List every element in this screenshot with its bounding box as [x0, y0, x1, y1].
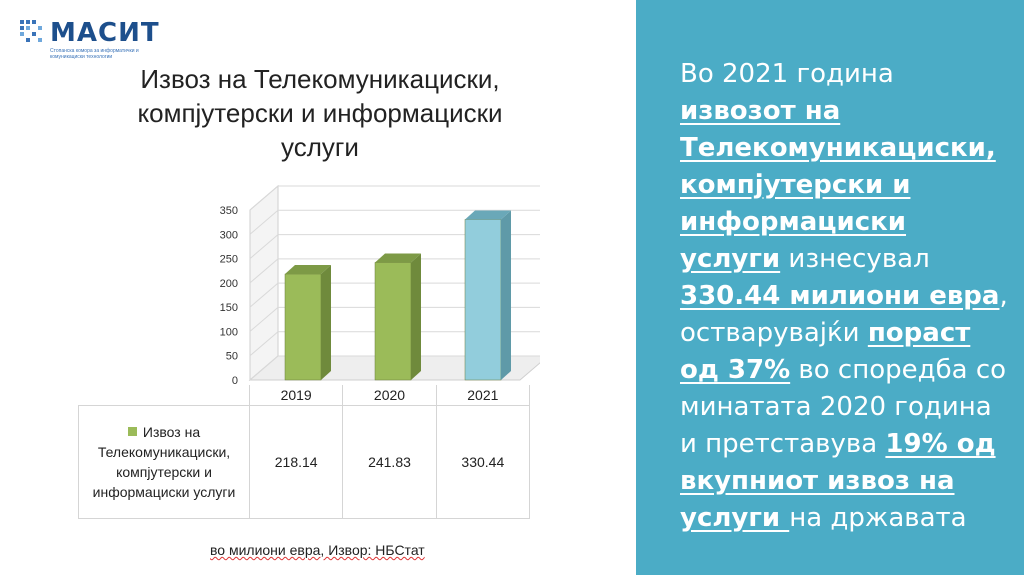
table-header-cell: 2020	[342, 385, 437, 406]
gridline-side	[249, 355, 279, 381]
y-tick-label: 100	[220, 326, 238, 338]
table-header-cell: 2021	[435, 385, 531, 406]
gridline-side	[249, 185, 279, 211]
logo-dots-icon	[20, 20, 42, 42]
summary-panel: Во 2021 година извозот на Телекомуникаци…	[636, 0, 1024, 575]
gridline-side	[249, 258, 279, 284]
y-tick-label: 50	[226, 351, 238, 363]
y-tick-label: 150	[220, 302, 238, 314]
chart-title: Извоз на Телекомуникациски, компјутерски…	[137, 64, 503, 162]
table-value-cell: 218.14	[248, 405, 344, 519]
y-tick-label: 250	[220, 254, 238, 266]
summary-text-5: на државата	[789, 503, 967, 533]
chart-side-wall	[249, 184, 279, 382]
source-note: во милиони евра, Извор: НБСтат	[210, 542, 425, 558]
table-header-row: 2019 2020 2021	[78, 385, 531, 406]
bar-top	[375, 253, 421, 263]
table-row: Извоз на Телекомуникациски, компјутерски…	[78, 405, 531, 519]
gridline-side	[249, 331, 279, 357]
bar	[374, 262, 412, 381]
bar-top	[465, 210, 511, 220]
gridline-side	[249, 209, 279, 235]
summary-highlight-2: 330.44 милиони евра	[680, 281, 1000, 311]
summary-text-2: изнесувал	[780, 244, 930, 274]
logo-wordmark: МАСИТ	[50, 18, 160, 48]
y-tick-label: 300	[220, 229, 238, 241]
summary-highlight-4: 19% од вкупниот извоз на услуги	[680, 429, 996, 533]
summary-text-1: Во 2021 година	[680, 59, 894, 89]
bar-top	[285, 265, 331, 275]
gridline-side	[249, 282, 279, 308]
summary-highlight-1: извозот на Телекомуникациски, компјутерс…	[680, 96, 996, 274]
chart-data-table: 2019 2020 2021 Извоз на Телекомуникациск…	[78, 385, 531, 519]
logo-subtitle: Стопанска комора за информатички и комун…	[50, 48, 139, 60]
legend-swatch	[127, 427, 137, 436]
table-value-cell: 241.83	[342, 405, 437, 519]
gridline-side	[249, 234, 279, 259]
table-value-cell: 330.44	[435, 405, 531, 519]
summary-text-3: , остварувајќи	[680, 281, 1008, 348]
source-note-text: во милиони евра, Извор: НБСтат	[210, 542, 425, 558]
bar-side	[501, 210, 511, 380]
bar-chart: 0 50 100 150 200 250 300 350	[220, 184, 540, 387]
gridline-side	[249, 307, 279, 332]
masit-logo: МАСИТ Стопанска комора за информатички и…	[18, 18, 159, 62]
legend-label: Извоз на Телекомуникациски, компјутерски…	[92, 424, 236, 500]
bar-side	[411, 253, 421, 380]
bar	[284, 273, 322, 381]
bar-side	[321, 265, 331, 380]
table-header-cell: 2019	[248, 385, 344, 406]
summary-highlight-3: пораст од 37%	[680, 318, 971, 385]
y-tick-label: 200	[220, 278, 238, 290]
y-tick-label: 0	[232, 375, 238, 387]
bar	[464, 219, 502, 381]
summary-text: Во 2021 година извозот на Телекомуникаци…	[680, 56, 1010, 537]
y-tick-label: 350	[220, 205, 238, 217]
summary-text-4: во споредба со минатата 2020 година и пр…	[680, 355, 1007, 459]
legend-cell: Извоз на Телекомуникациски, компјутерски…	[78, 405, 250, 519]
